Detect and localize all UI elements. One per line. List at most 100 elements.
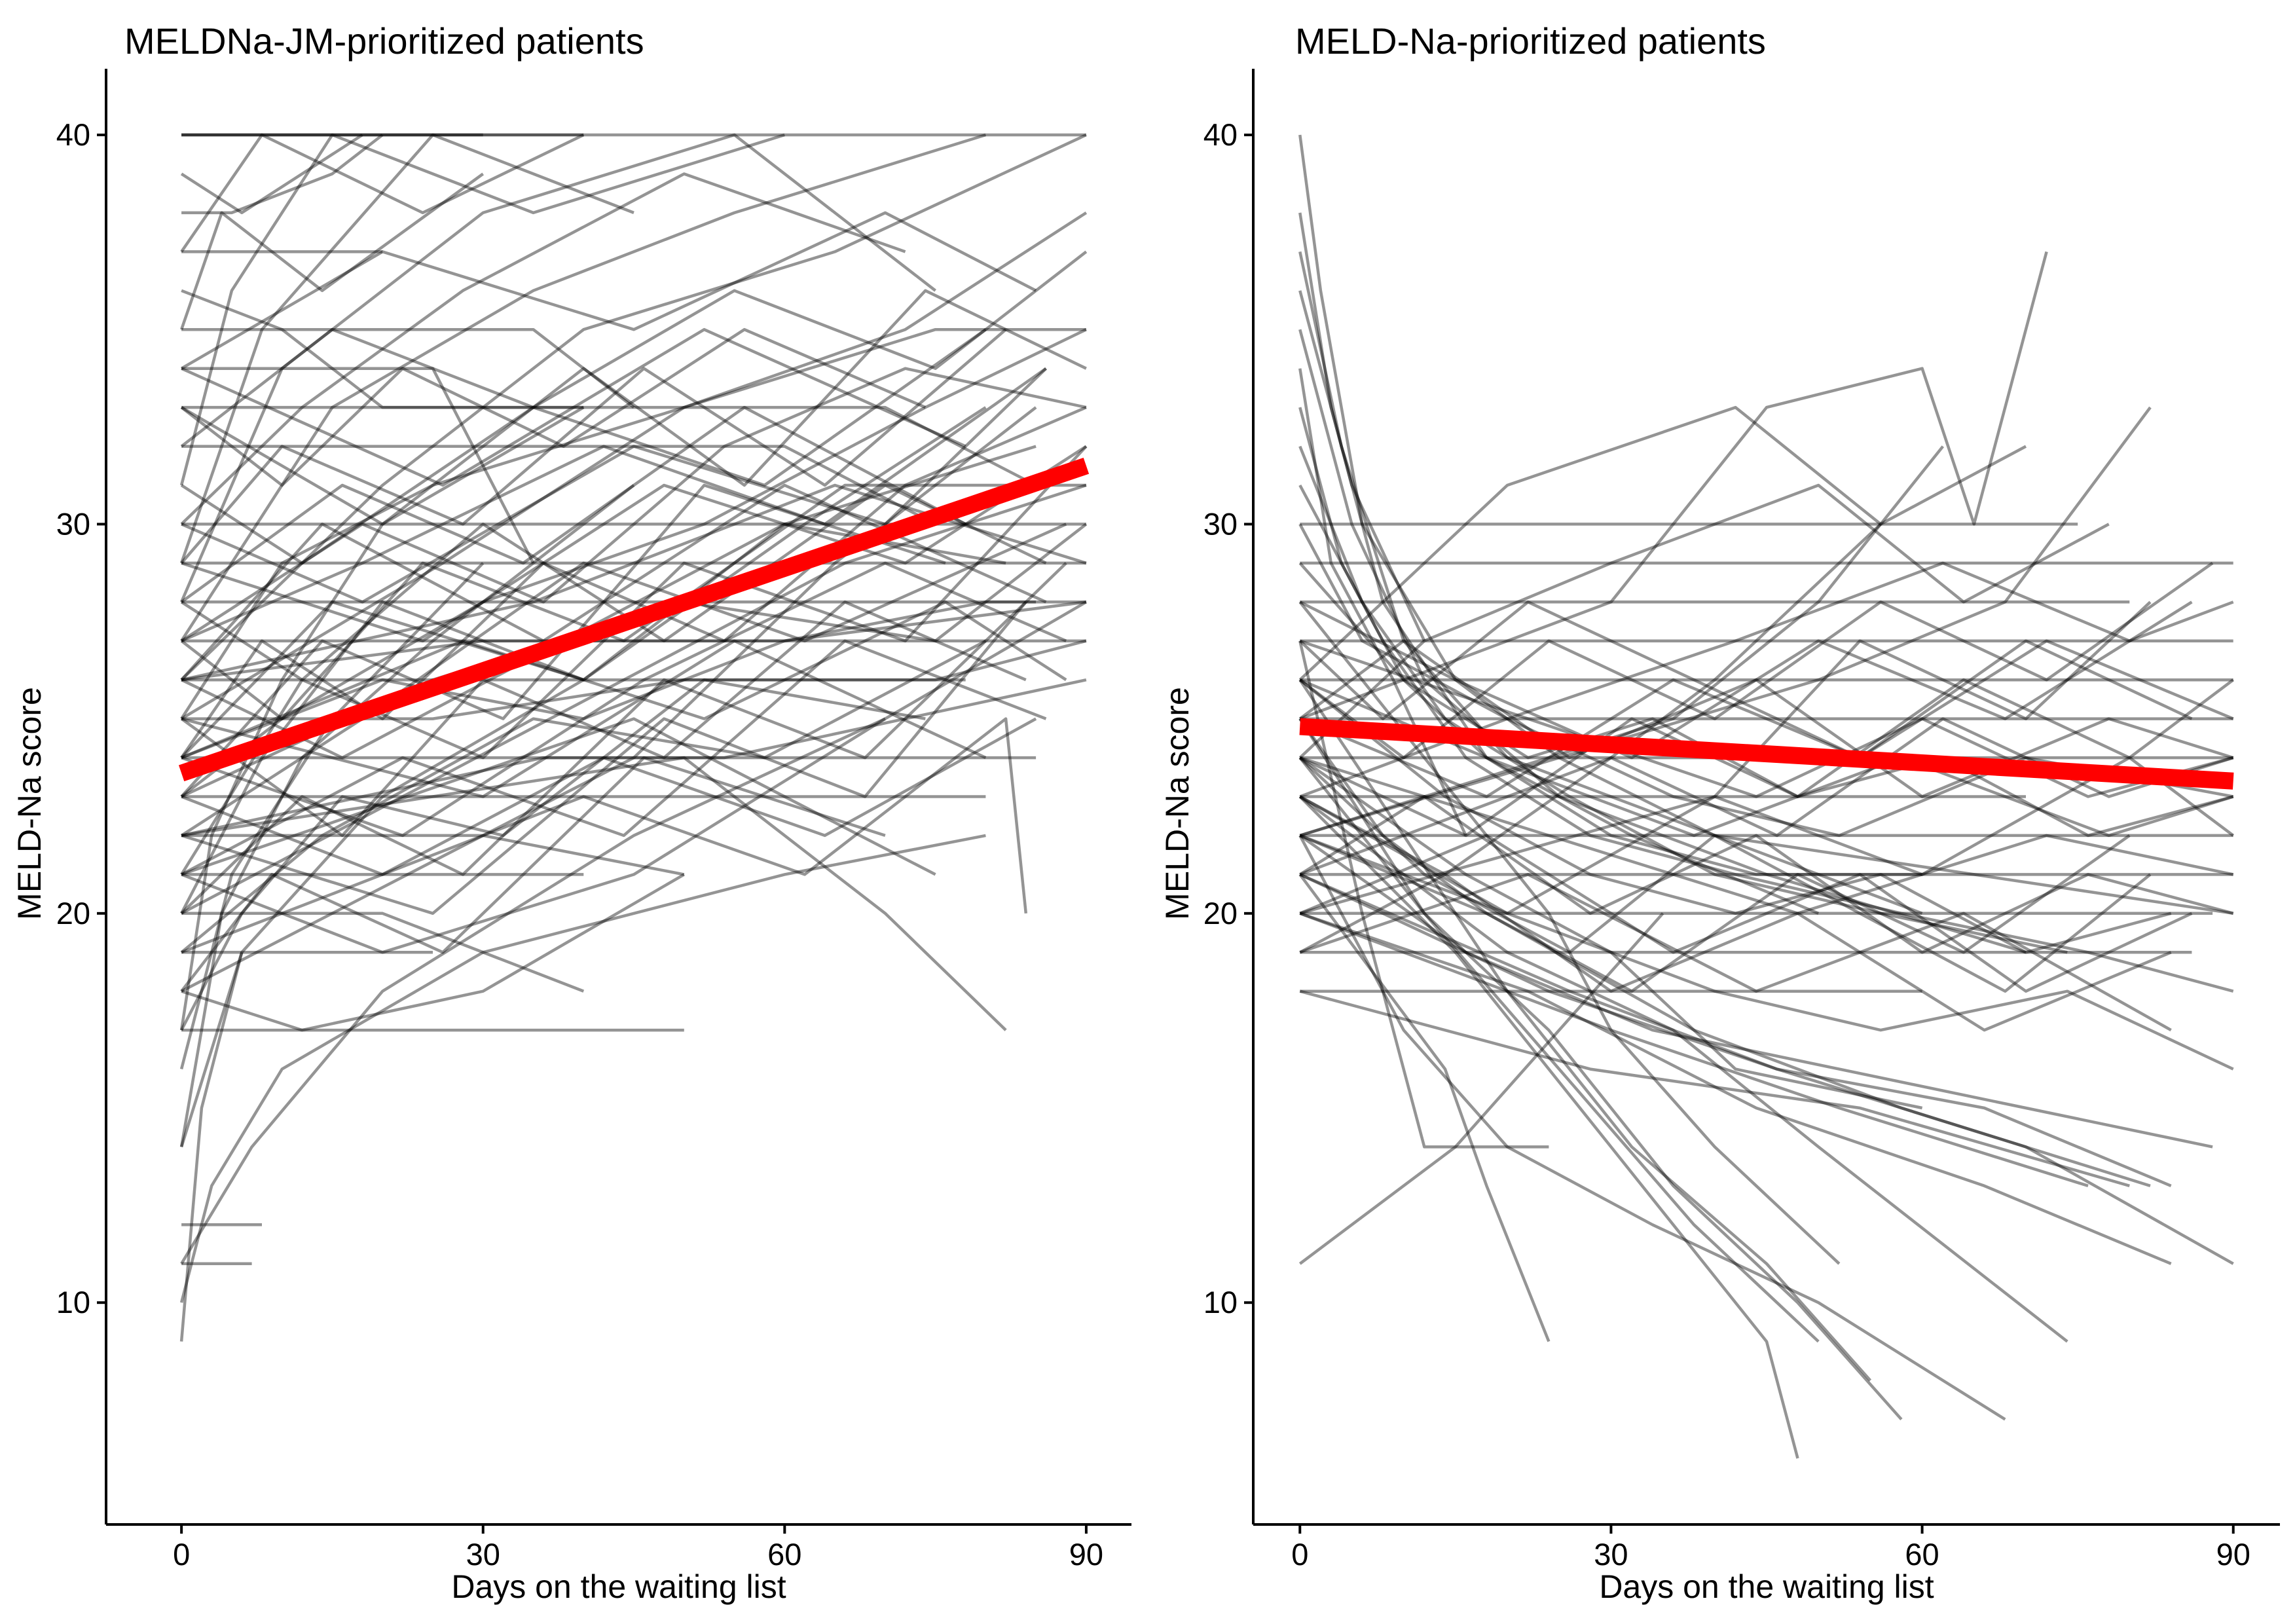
- left-trajectory-50: [180, 212, 1088, 720]
- right-trajectory-41: [1299, 717, 2234, 876]
- left-trajectory-79: [180, 756, 886, 993]
- left-x-tick-label-90: 90: [1069, 1537, 1103, 1572]
- left-trajectory-38: [180, 133, 987, 642]
- right-trajectory-28: [1298, 795, 2068, 1343]
- right-trajectory-45: [1299, 873, 2172, 1032]
- left-trajectory-65: [181, 756, 1007, 1031]
- left-trajectory-88: [181, 367, 1047, 642]
- left-trajectory-52: [180, 327, 927, 487]
- right-trajectory-19: [1298, 912, 1664, 1265]
- left-trajectory-28: [179, 834, 986, 1303]
- left-trajectory-48: [180, 483, 1047, 682]
- right-trajectory-21: [1298, 678, 1872, 1382]
- right-trajectory-57: [1298, 756, 2152, 993]
- left-trajectory-23: [179, 562, 485, 1070]
- right-trajectory-65: [1299, 445, 1945, 838]
- left-trajectory-19: [181, 912, 585, 993]
- right-trajectory-58: [1298, 718, 2131, 993]
- left-trajectory-43: [180, 523, 1067, 837]
- left-y-ticks: 10 20 30 40: [56, 117, 106, 1320]
- left-trajectory-74: [181, 678, 1087, 838]
- right-trajectory-26: [1298, 640, 1549, 1149]
- left-trajectory-75: [180, 483, 1086, 720]
- right-trajectory-25: [1298, 874, 1551, 1342]
- left-trajectory-33: [181, 600, 1088, 954]
- right-x-tick-label-90: 90: [2216, 1537, 2250, 1572]
- right-trajectory-31: [1299, 912, 2172, 1265]
- right-trajectory-49: [1299, 756, 2234, 915]
- left-trajectory-22: [179, 406, 585, 1031]
- left-trajectory-57: [180, 406, 987, 914]
- right-trajectory-53: [1299, 795, 2234, 1071]
- left-trajectory-54: [180, 211, 1037, 370]
- left-trajectory-27: [180, 717, 886, 1264]
- left-trajectory-86: [181, 445, 1088, 642]
- right-trajectory-17: [1298, 368, 1467, 836]
- right-y-ticks: 10 20 30 40: [1203, 117, 1253, 1320]
- left-trajectory-42: [179, 133, 785, 486]
- right-panel-meld-na: MELD-Na-prioritized patients 10 20 30 40 0 3…: [1159, 20, 2280, 1605]
- right-trajectory-44: [1299, 834, 2193, 993]
- right-trajectory-35: [1298, 483, 2110, 759]
- right-y-tick-label-20: 20: [1203, 896, 1238, 931]
- right-trajectory-39: [1299, 678, 2235, 838]
- right-trajectory-33: [1299, 251, 2048, 720]
- left-trajectory-76: [180, 405, 966, 604]
- left-trajectory-81: [180, 483, 1047, 681]
- left-trajectory-70: [180, 328, 987, 565]
- right-trajectory-56: [1299, 912, 2089, 1188]
- left-trajectory-78: [180, 562, 1067, 915]
- left-trajectory-17: [181, 834, 685, 876]
- left-trajectory-5: [181, 289, 584, 409]
- left-trajectory-62: [181, 561, 1067, 838]
- left-trajectory-61: [181, 483, 1087, 682]
- left-trajectory-30: [179, 951, 244, 1342]
- right-trajectory-61: [1298, 407, 1922, 876]
- right-x-axis-label: Days on the waiting list: [1599, 1568, 1934, 1605]
- left-trajectory-71: [181, 600, 1086, 760]
- right-trajectory-54: [1299, 834, 2213, 1149]
- right-y-tick-label-10: 10: [1203, 1285, 1238, 1320]
- right-trajectory-43: [1299, 795, 2234, 954]
- left-trajectory-24: [179, 484, 635, 1147]
- right-trajectory-68: [1299, 989, 2130, 1188]
- right-trajectory-52: [1298, 678, 2172, 954]
- left-trend-line: [178, 457, 1090, 782]
- left-trajectory-44: [181, 483, 1087, 915]
- left-trajectory-87: [180, 328, 1087, 798]
- left-trajectory-51: [180, 367, 1087, 642]
- left-trajectory-55: [180, 445, 1088, 876]
- right-chart-title: MELD-Na-prioritized patients: [1295, 20, 1766, 62]
- right-x-tick-label-0: 0: [1291, 1537, 1308, 1572]
- left-y-tick-label-30: 30: [56, 506, 90, 541]
- left-trajectory-80: [180, 678, 926, 1031]
- left-trajectory-82: [180, 289, 1087, 526]
- left-x-axis-label: Days on the waiting list: [451, 1568, 786, 1605]
- right-trajectory-64: [1299, 523, 1882, 876]
- left-trajectory-37: [180, 133, 1087, 681]
- right-trend-line: [1299, 718, 2234, 790]
- left-trajectory-59: [181, 367, 1048, 604]
- left-trajectory-73: [181, 600, 1087, 682]
- left-trajectory-85: [180, 600, 1027, 838]
- right-trajectory-32: [1298, 600, 1841, 1265]
- left-trajectory-41: [180, 172, 906, 526]
- right-trajectory-50: [1298, 523, 2234, 838]
- right-trajectory-66: [1299, 600, 2152, 915]
- right-y-axis-label: MELD-Na score: [1159, 687, 1196, 920]
- right-trajectory-14: [1298, 212, 1820, 915]
- right-trajectory-18: [1298, 290, 1426, 642]
- left-trajectory-68: [180, 133, 585, 253]
- left-chart-title: MELDNa-JM-prioritized patients: [124, 20, 644, 62]
- left-trajectory-46: [181, 600, 1067, 760]
- left-trajectory-83: [181, 327, 966, 487]
- left-panel-meldna-jm: MELDNa-JM-prioritized patients 10203040 …: [11, 20, 1131, 1605]
- left-trajectory-36: [180, 327, 1086, 720]
- left-y-tick-label-20: 20: [56, 896, 90, 931]
- left-trajectory-84: [180, 406, 1087, 759]
- left-trajectory-69: [179, 172, 485, 330]
- left-trajectory-49: [181, 717, 1037, 876]
- left-x-tick-label-0: 0: [173, 1537, 190, 1572]
- left-trajectory-77: [181, 639, 1047, 876]
